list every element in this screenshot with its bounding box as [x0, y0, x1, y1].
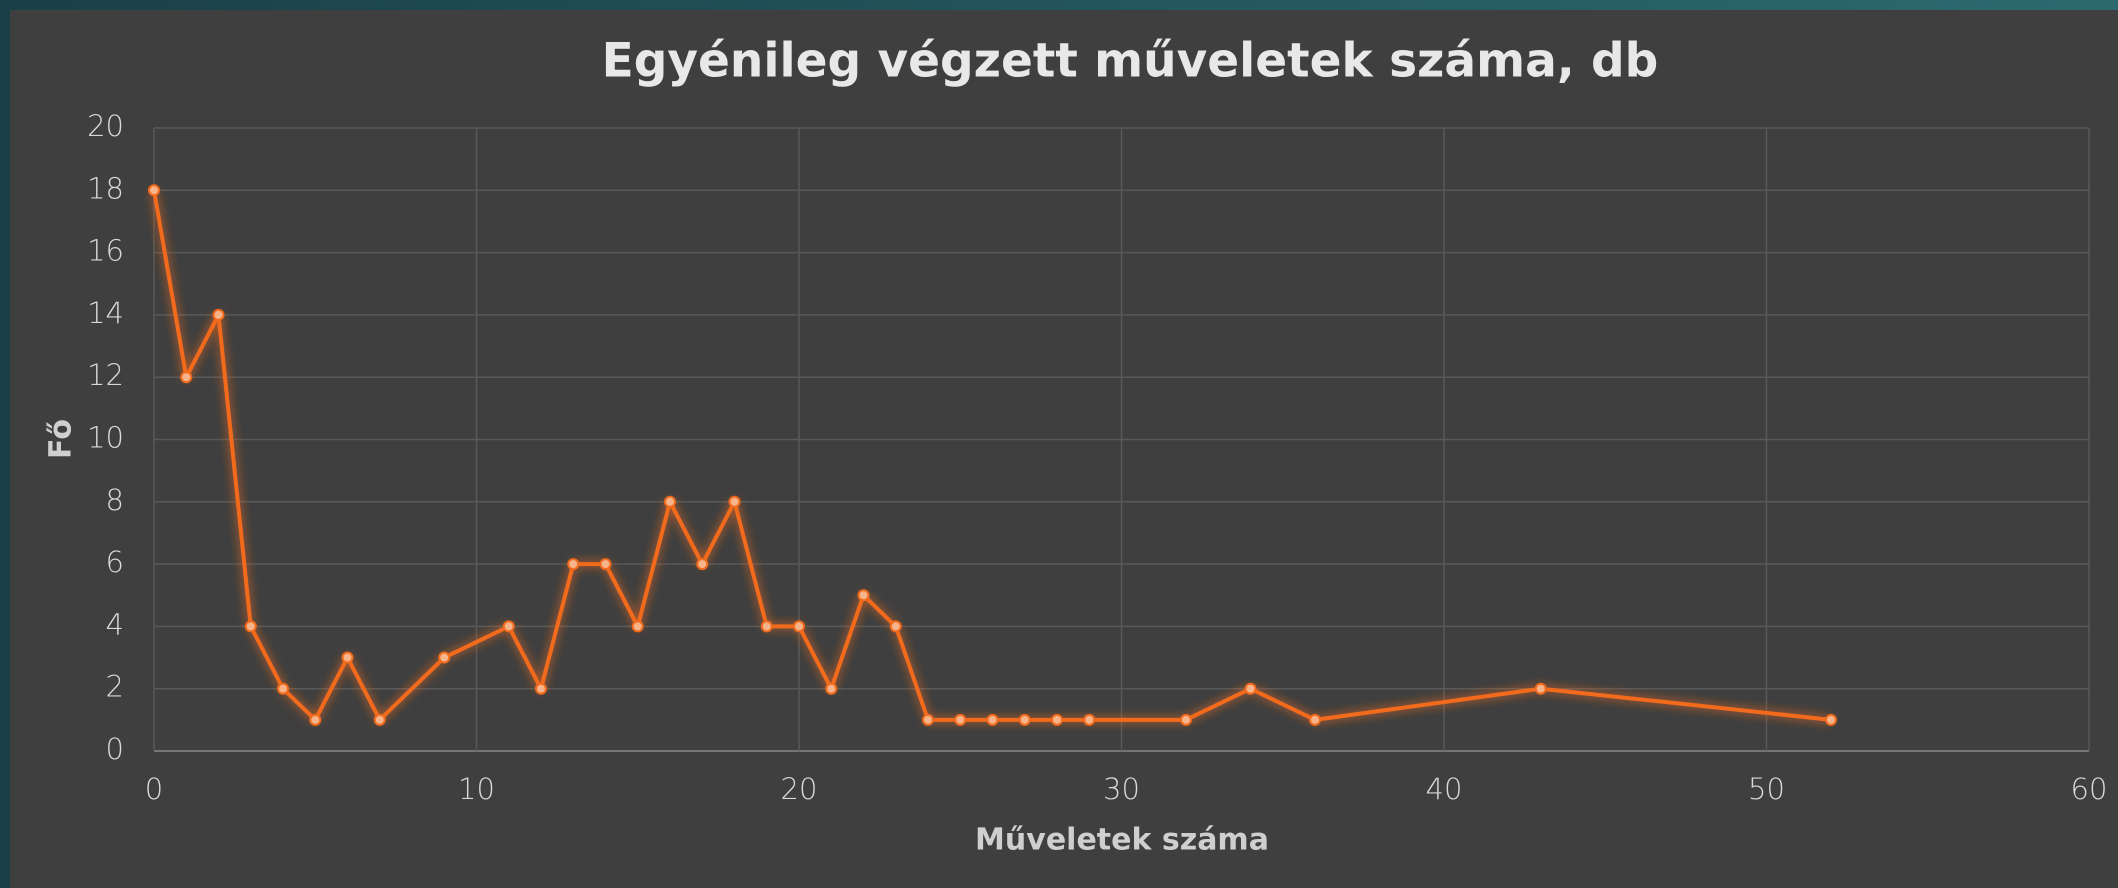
- x-tick-label: 40: [1426, 772, 1463, 806]
- data-point: [1180, 713, 1192, 726]
- data-point: [857, 589, 870, 602]
- data-point: [1309, 713, 1321, 726]
- y-tick-label: 20: [87, 109, 124, 143]
- y-tick-label: 12: [87, 358, 124, 392]
- data-point: [1018, 713, 1031, 726]
- y-tick-label: 18: [87, 171, 124, 205]
- data-point: [1825, 713, 1837, 726]
- data-point: [180, 371, 193, 384]
- y-tick-label: 16: [87, 234, 124, 268]
- x-tick-label: 30: [1103, 772, 1140, 806]
- data-point: [696, 558, 709, 571]
- data-point: [341, 651, 354, 664]
- x-tick-label: 0: [145, 772, 163, 806]
- data-point: [825, 682, 838, 695]
- y-tick-label: 2: [106, 670, 124, 704]
- data-point: [1051, 713, 1063, 726]
- y-axis-label: Fő: [44, 419, 79, 459]
- data-point: [631, 620, 644, 633]
- data-point: [438, 651, 451, 664]
- y-tick-label: 8: [106, 483, 124, 517]
- x-tick-label: 50: [1748, 772, 1785, 806]
- data-point: [793, 620, 805, 633]
- x-tick-label: 10: [458, 772, 495, 806]
- chart-area: [10, 10, 2118, 888]
- data-point: [760, 620, 773, 633]
- data-point: [502, 620, 515, 633]
- x-tick-label: 60: [2071, 772, 2108, 806]
- data-point: [1244, 682, 1257, 695]
- data-point: [986, 713, 999, 726]
- y-tick-label: 0: [106, 732, 124, 766]
- y-tick-label: 14: [87, 296, 124, 330]
- data-point: [212, 308, 225, 321]
- data-point: [599, 558, 612, 571]
- data-point: [567, 558, 580, 571]
- data-point: [148, 184, 160, 197]
- x-tick-label: 20: [781, 772, 818, 806]
- data-point: [664, 495, 676, 508]
- data-point: [889, 620, 902, 633]
- chart-title: Egyénileg végzett műveletek száma, db: [602, 34, 1659, 89]
- data-point: [535, 682, 547, 695]
- y-tick-label: 6: [106, 545, 124, 579]
- data-point: [922, 713, 934, 726]
- data-point: [309, 713, 322, 726]
- data-point: [1534, 682, 1547, 695]
- data-point: [954, 713, 967, 726]
- x-axis-label: Műveletek száma: [975, 823, 1269, 858]
- data-point: [373, 713, 386, 726]
- data-point: [277, 682, 289, 695]
- data-point: [728, 495, 741, 508]
- y-tick-label: 4: [106, 607, 124, 641]
- data-point: [1083, 713, 1096, 726]
- y-tick-label: 10: [87, 421, 124, 455]
- data-point: [244, 620, 257, 633]
